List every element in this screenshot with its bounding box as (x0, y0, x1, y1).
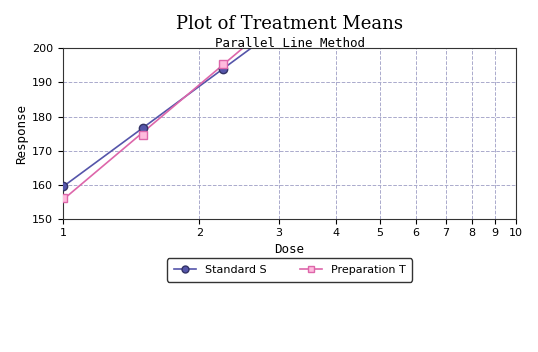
Legend: Standard S, Preparation T: Standard S, Preparation T (167, 258, 412, 282)
Text: Parallel Line Method: Parallel Line Method (215, 37, 365, 50)
X-axis label: Dose: Dose (274, 243, 305, 256)
Title: Plot of Treatment Means: Plot of Treatment Means (176, 15, 403, 33)
Y-axis label: Response: Response (15, 103, 28, 164)
